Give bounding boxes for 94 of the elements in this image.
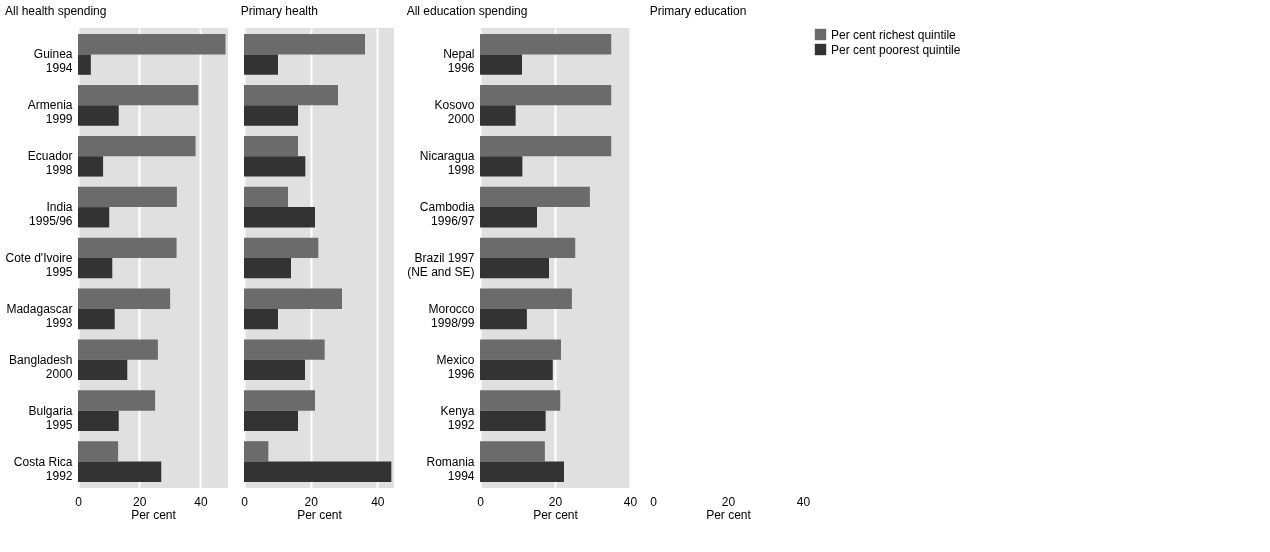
y-tick-label: Bangladesh 2000 (9, 352, 73, 381)
bar (480, 441, 545, 462)
bar (480, 461, 564, 482)
x-tick-label: 40 (371, 494, 385, 509)
x-axis-title: Per cent (706, 507, 752, 522)
bar (78, 461, 162, 482)
y-tick-label: Brazil 1997 (NE and SE) (407, 251, 475, 279)
bar (244, 135, 298, 157)
bar (244, 441, 269, 462)
bar (480, 105, 516, 126)
y-tick-label: Nepal 1996 (443, 47, 475, 76)
bar (78, 156, 104, 177)
x-tick-label: 0 (241, 494, 249, 509)
bar (244, 339, 325, 360)
bar (244, 390, 315, 411)
bar (480, 308, 527, 330)
bar (480, 237, 576, 258)
x-tick-label: 0 (75, 494, 83, 509)
bar (244, 186, 288, 208)
bar (480, 135, 612, 157)
bar (78, 390, 156, 411)
bar (244, 461, 392, 482)
bar (480, 410, 546, 432)
bar (244, 258, 291, 279)
x-tick-label: 0 (650, 494, 658, 509)
chart-title: Primary education (649, 4, 747, 18)
bar (480, 258, 549, 279)
bar (480, 84, 612, 106)
y-tick-label: Guinea 1994 (33, 47, 73, 76)
bar (244, 410, 298, 432)
bar (244, 84, 338, 106)
bar (78, 105, 119, 126)
x-axis-title: Per cent (533, 507, 579, 522)
bar (78, 34, 226, 55)
bar (480, 186, 590, 208)
bar (480, 34, 612, 55)
y-tick-label: Kenya 1992 (440, 403, 475, 432)
bar (78, 441, 119, 462)
y-tick-label: Nicaragua 1998 (419, 149, 475, 178)
chart-title: All health spending (5, 4, 107, 18)
bar (244, 34, 365, 55)
x-tick-label: 20 (133, 494, 147, 509)
y-tick-label: Kosovo 2000 (434, 98, 475, 127)
x-axis-title: Per cent (297, 507, 343, 522)
bar (78, 339, 158, 360)
y-tick-label: Bulgaria 1995 (28, 403, 73, 432)
bar (78, 84, 199, 106)
y-tick-label: India 1995/96 (29, 200, 73, 229)
y-tick-label: Cote d'Ivoire 1995 (5, 251, 73, 279)
y-tick-label: Ecuador 1998 (27, 149, 73, 178)
bar (480, 339, 561, 360)
bar (244, 207, 315, 228)
y-tick-label: Madagascar 1993 (6, 301, 73, 330)
x-tick-label: 0 (477, 494, 485, 509)
x-tick-label: 20 (304, 494, 319, 509)
bar (244, 308, 278, 330)
bar (244, 237, 319, 258)
bar (244, 288, 342, 309)
bar (480, 156, 523, 177)
bar (480, 207, 537, 228)
chart-title: Primary health (240, 4, 319, 18)
legend-label: Per cent poorest quintile (831, 42, 961, 57)
bar (480, 359, 553, 381)
bar (78, 258, 113, 279)
bar (244, 359, 305, 381)
x-tick-label: 40 (623, 494, 638, 509)
bar (78, 237, 177, 258)
bar (480, 288, 572, 309)
x-tick-label: 40 (796, 494, 811, 509)
y-tick-label: Costa Rica 1992 (13, 454, 73, 483)
bar (480, 54, 522, 75)
y-tick-label: Armenia 1999 (27, 98, 73, 127)
x-tick-label: 20 (548, 494, 563, 509)
bar (78, 135, 196, 157)
x-tick-label: 20 (721, 494, 736, 509)
bar (244, 156, 306, 177)
bar (78, 207, 110, 228)
bar (244, 105, 298, 126)
chart-title: All education spending (406, 4, 528, 18)
bar (78, 186, 177, 208)
bar (78, 54, 91, 75)
bar (78, 308, 115, 330)
x-axis-title: Per cent (131, 507, 177, 522)
y-tick-label: Romania 1994 (426, 454, 475, 483)
y-tick-label: Cambodia 1996/97 (419, 200, 475, 229)
legend-label: Per cent richest quintile (831, 27, 957, 42)
x-tick-label: 40 (194, 494, 208, 509)
bar (244, 54, 278, 75)
y-tick-label: Mexico 1996 (436, 352, 475, 381)
y-tick-label: Morocco 1998/99 (428, 301, 475, 330)
bar (78, 288, 171, 309)
bar (78, 359, 128, 381)
bar (78, 410, 119, 432)
bar (480, 390, 561, 411)
